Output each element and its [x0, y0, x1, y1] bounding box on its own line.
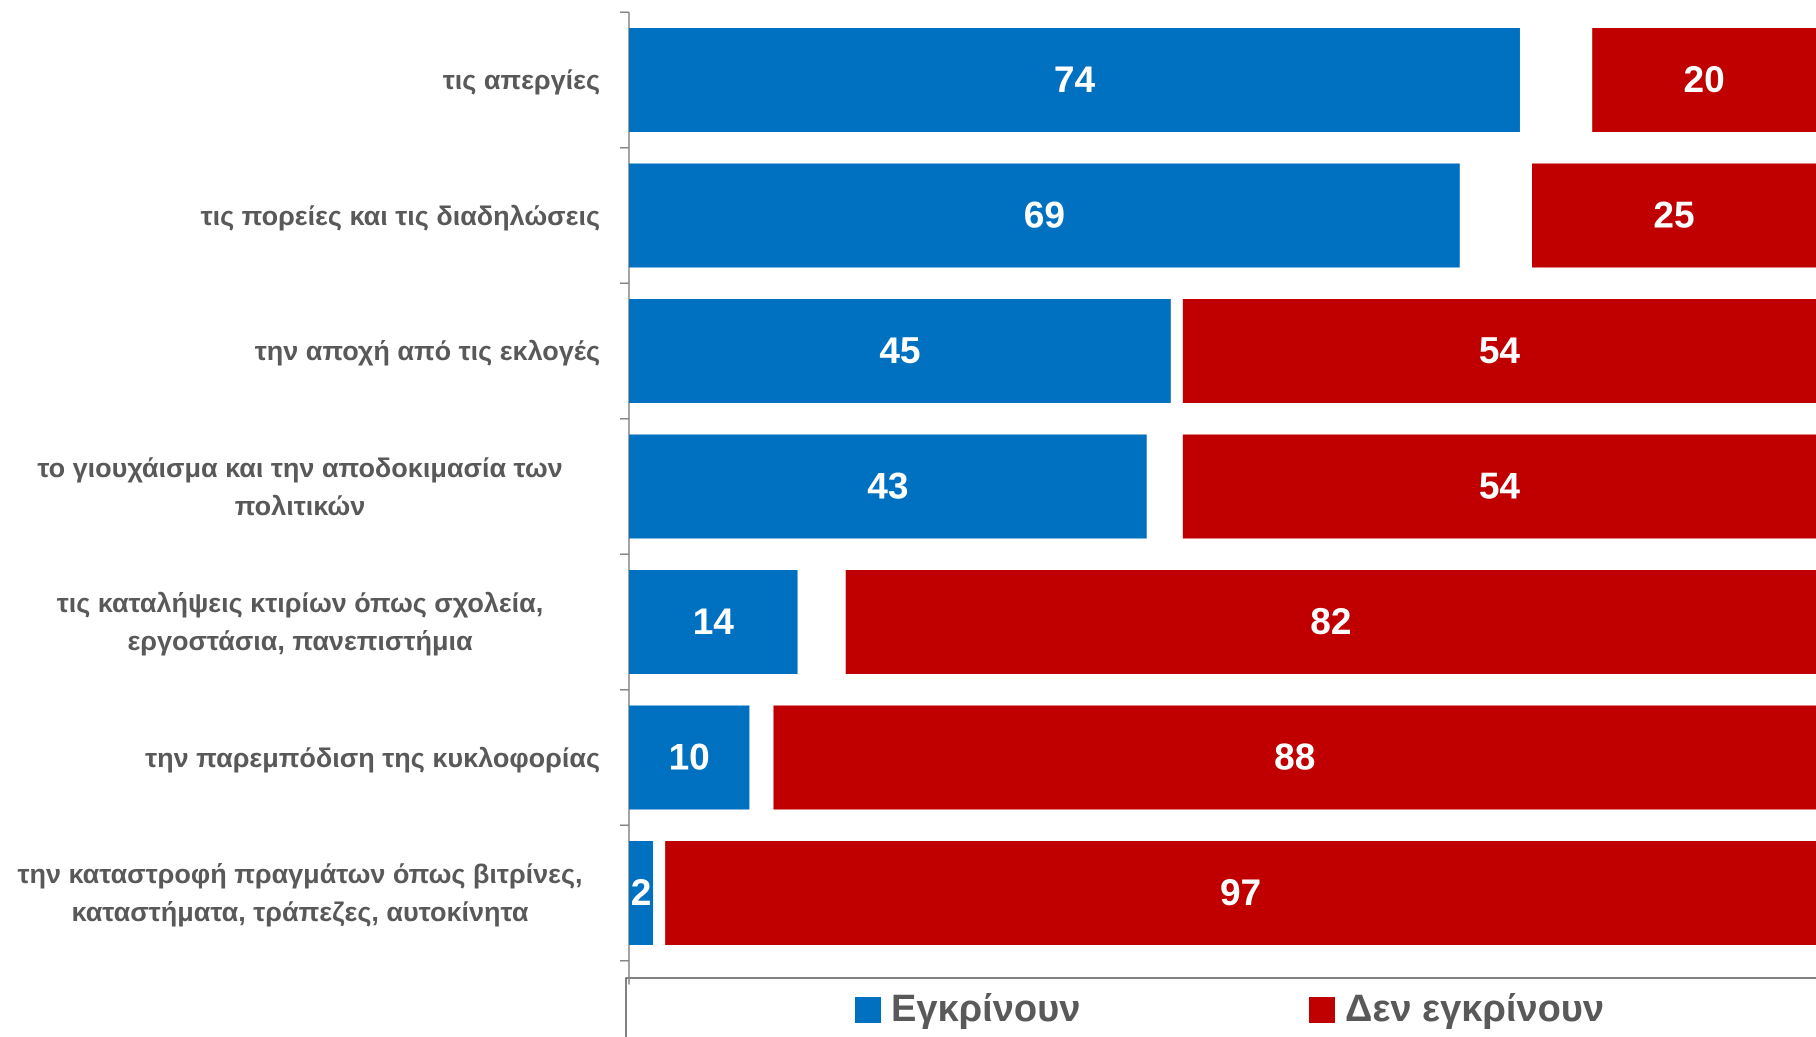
category-label: το γιουχάισμα και την αποδοκιμασία των π… — [37, 452, 563, 521]
bar — [1532, 163, 1816, 268]
value-label: 45 — [879, 330, 920, 371]
bar — [629, 434, 1147, 539]
bar — [629, 705, 750, 810]
legend-box — [625, 977, 1816, 1037]
category-label: την αποχή από τις εκλογές — [254, 336, 600, 366]
category-label: την καταστροφή πραγμάτων όπως βιτρίνες, … — [17, 859, 583, 927]
category-label: τις καταλήψεις κτιρίων όπως σχολεία, εργ… — [56, 588, 544, 656]
legend-swatch — [855, 997, 881, 1023]
value-label: 43 — [867, 465, 908, 506]
bar — [1592, 28, 1816, 132]
value-label: 82 — [1310, 601, 1351, 642]
value-label: 10 — [669, 736, 710, 777]
bar — [845, 570, 1816, 674]
bar — [629, 299, 1171, 403]
legend-swatch — [1309, 997, 1335, 1023]
bar — [665, 841, 1816, 945]
value-label: 25 — [1653, 194, 1694, 235]
bar — [1182, 299, 1816, 403]
value-label: 88 — [1274, 736, 1315, 777]
bar — [629, 28, 1520, 132]
legend-label: Εγκρίνουν — [891, 988, 1080, 1030]
category-label: τις πορείες και τις διαδηλώσεις — [200, 200, 600, 231]
bar — [629, 163, 1460, 268]
value-label: 20 — [1684, 59, 1725, 100]
bar — [629, 841, 654, 945]
legend-label: Δεν εγκρίνουν — [1345, 988, 1604, 1030]
value-label: 97 — [1220, 872, 1261, 913]
category-label: την παρεμπόδιση της κυκλοφορίας — [145, 742, 600, 773]
bar — [1182, 434, 1816, 539]
category-label: τις απεργίες — [442, 65, 600, 95]
value-label: 14 — [693, 601, 735, 642]
value-label: 69 — [1024, 194, 1065, 235]
value-label: 54 — [1479, 330, 1521, 371]
value-label: 54 — [1479, 465, 1521, 506]
value-label: 2 — [631, 872, 652, 913]
value-label: 74 — [1054, 59, 1096, 100]
bar — [773, 705, 1816, 810]
bar — [629, 570, 798, 674]
